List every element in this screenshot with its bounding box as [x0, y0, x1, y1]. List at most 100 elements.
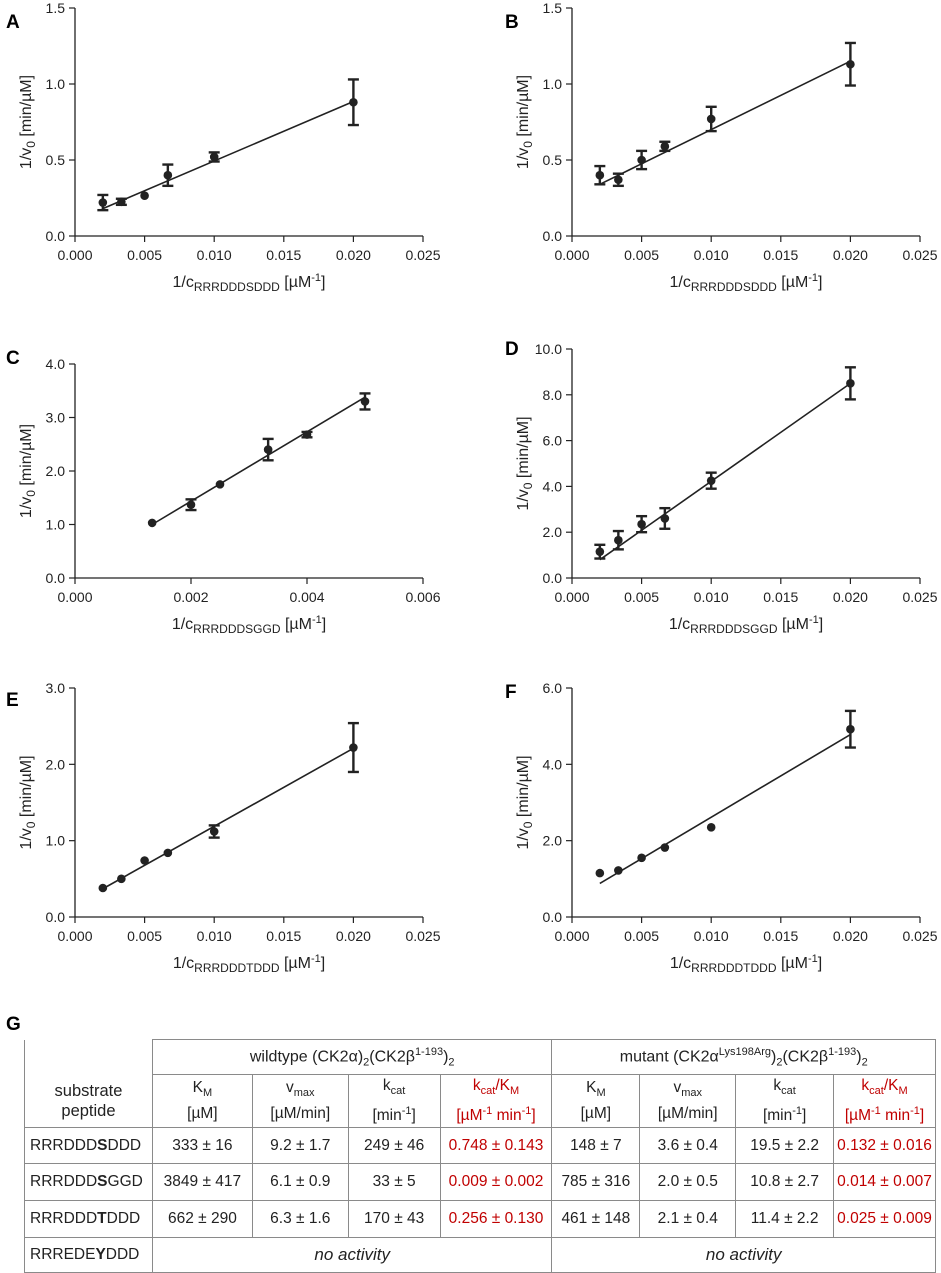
data-point [263, 445, 273, 454]
y-tick-label: 1.0 [46, 833, 66, 849]
data-point [660, 514, 670, 523]
data-point [660, 142, 670, 151]
mut-km-cell: 461 ± 148 [551, 1200, 641, 1238]
wt-kcat-km-cell: 0.748 ± 0.143 [439, 1127, 553, 1164]
mut-vmax-cell: 2.1 ± 0.4 [639, 1200, 737, 1238]
x-tick-label: 0.010 [197, 928, 232, 944]
fit-line [151, 396, 366, 526]
y-tick-label: 0.0 [46, 909, 66, 925]
x-tick-label: 0.000 [554, 247, 589, 263]
y-axis-label: 1/v0 [min/µM] [515, 75, 535, 169]
panel-label-b: B [505, 12, 519, 33]
wt-vmax-cell: 6.1 ± 0.9 [251, 1163, 349, 1201]
chart-panel-e: E 0.000 0.005 0.010 0.015 0.020 0.025 0.0 1.0 2.0… [6, 680, 441, 975]
y-tick-label: 0.5 [543, 152, 563, 168]
x-tick-label: 0.025 [902, 589, 937, 605]
fit-line [102, 100, 354, 210]
data-point [140, 191, 149, 201]
data-point [614, 866, 623, 875]
data-point [846, 59, 855, 69]
data-point [98, 883, 108, 893]
x-tick-label: 0.000 [554, 589, 589, 605]
data-point [706, 114, 716, 124]
wt-km-header: KM [µM] [151, 1074, 253, 1128]
fit-line [599, 733, 851, 885]
table-row: RRREDEYDDD no activity no activity [24, 1237, 936, 1273]
data-point [140, 856, 149, 865]
wt-km-cell: 662 ± 290 [151, 1200, 253, 1238]
data-point [349, 97, 358, 107]
mut-vmax-header: vmax [µM/min] [639, 1074, 737, 1128]
wt-kcat-cell: 249 ± 46 [347, 1127, 441, 1164]
x-tick-label: 0.010 [197, 247, 232, 263]
data-point [186, 500, 196, 510]
y-tick-label: 2.0 [46, 756, 66, 772]
y-tick-label: 2.0 [543, 524, 563, 540]
x-tick-label: 0.015 [763, 247, 798, 263]
y-tick-label: 4.0 [543, 478, 563, 494]
x-tick-label: 0.000 [57, 589, 92, 605]
data-point [117, 874, 126, 884]
x-tick-label: 0.015 [763, 589, 798, 605]
mut-no-activity: no activity [551, 1237, 936, 1273]
mut-km-header: KM [µM] [551, 1074, 641, 1128]
y-tick-label: 0.0 [543, 228, 563, 244]
panel-label-e: E [6, 690, 19, 711]
y-tick-label: 2.0 [543, 833, 563, 849]
mut-kcat-km-cell: 0.132 ± 0.016 [833, 1127, 936, 1164]
data-point [595, 170, 605, 180]
data-point [215, 480, 225, 489]
panel-label-d: D [505, 339, 519, 360]
data-point [209, 827, 219, 836]
data-point [209, 152, 219, 162]
y-tick-label: 0.0 [46, 228, 66, 244]
wt-kcat-km-header: kcat/KM [µM-1 min-1] [439, 1074, 553, 1128]
chart-panel-c: C 0.000 0.002 0.004 0.006 0.0 1.0 2.0 3.0 4.0 1/cR… [6, 348, 441, 636]
wt-km-cell: 333 ± 16 [151, 1127, 253, 1164]
data-point [349, 743, 358, 752]
x-tick-label: 0.020 [833, 928, 868, 944]
x-tick-label: 0.005 [127, 247, 162, 263]
x-tick-label: 0.004 [289, 589, 324, 605]
data-point [163, 170, 173, 180]
mut-vmax-cell: 2.0 ± 0.5 [639, 1163, 737, 1201]
x-axis-label: 1/cRRRDDDTDDD [µM-1] [670, 953, 822, 975]
wt-vmax-cell: 9.2 ± 1.7 [251, 1127, 349, 1164]
x-axis-label: 1/cRRRDDDSDDD [µM-1] [669, 272, 822, 294]
mut-kcat-km-header: kcat/KM [µM-1 min-1] [833, 1074, 936, 1128]
y-tick-label: 2.0 [46, 463, 66, 479]
fit-line [102, 747, 354, 890]
y-tick-label: 6.0 [543, 680, 563, 696]
x-tick-label: 0.025 [405, 247, 440, 263]
mut-kcat-cell: 11.4 ± 2.2 [735, 1200, 835, 1238]
table-row: RRRDDDTDDD 662 ± 290 6.3 ± 1.6 170 ± 43 … [24, 1200, 936, 1238]
mutant-header: mutant (CK2αLys198Arg)2(CK2β1-193)2 [551, 1039, 936, 1075]
mut-km-cell: 148 ± 7 [551, 1127, 641, 1164]
x-tick-label: 0.000 [57, 928, 92, 944]
data-point [117, 197, 126, 207]
data-point [614, 535, 623, 545]
y-tick-label: 1.0 [46, 517, 66, 533]
x-tick-label: 0.025 [405, 928, 440, 944]
x-tick-label: 0.002 [173, 589, 208, 605]
mut-km-cell: 785 ± 316 [551, 1163, 641, 1201]
plots-area: A 0.000 0.005 0.010 0.015 0.020 0.025 0.0 0.5 1.0… [6, 0, 938, 975]
mut-kcat-km-cell: 0.025 ± 0.009 [833, 1200, 936, 1238]
data-point [163, 848, 173, 858]
data-point [660, 843, 670, 852]
chart-panel-d: D 0.000 0.005 0.010 0.015 0.020 0.025 0.0 2.0 4.0… [505, 339, 938, 636]
panel-label-g: G [6, 1014, 21, 1035]
y-tick-label: 4.0 [46, 356, 66, 372]
chart-panel-a: A 0.000 0.005 0.010 0.015 0.020 0.025 0.0 0.5 1.0… [6, 0, 441, 294]
wt-kcat-cell: 33 ± 5 [347, 1163, 441, 1201]
y-tick-label: 3.0 [46, 410, 66, 426]
x-tick-label: 0.000 [554, 928, 589, 944]
table-row: RRRDDDSGGD 3849 ± 417 6.1 ± 0.9 33 ± 5 0… [24, 1163, 936, 1201]
x-tick-label: 0.025 [902, 247, 937, 263]
x-tick-label: 0.020 [833, 589, 868, 605]
mut-kcat-header: kcat [min-1] [735, 1074, 835, 1128]
data-point [637, 519, 646, 529]
data-point [98, 198, 108, 207]
y-tick-label: 6.0 [543, 433, 563, 449]
wt-kcat-km-cell: 0.009 ± 0.002 [439, 1163, 553, 1201]
